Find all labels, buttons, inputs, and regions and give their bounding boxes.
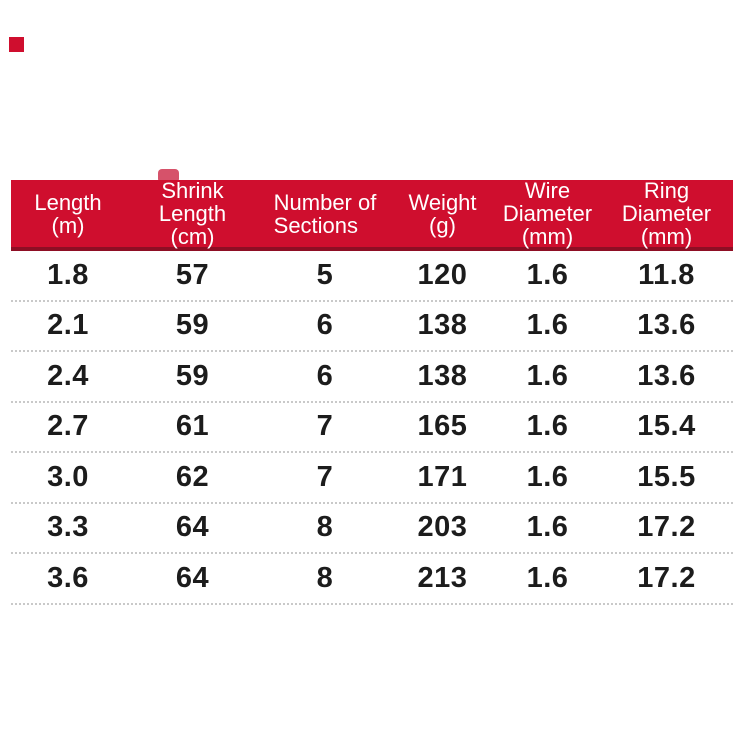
table-cell-shrink-length: 61 xyxy=(175,410,210,443)
table-cell-shrink-length: 62 xyxy=(175,460,210,493)
header-notch-artifact xyxy=(158,169,179,183)
column-header-weight: Weight (g) xyxy=(408,189,477,238)
table-cell-wire-diameter: 1.6 xyxy=(526,258,569,291)
table-cell-shrink-length: 57 xyxy=(175,258,210,291)
table-cell-length: 2.7 xyxy=(47,410,89,443)
table-cell-length: 2.1 xyxy=(47,309,89,342)
table-cell-ring-diameter: 17.2 xyxy=(637,511,696,544)
table-row: 3.6 64 8 213 1.6 17.2 xyxy=(11,554,733,605)
column-header-ring-diameter: Ring Diameter (mm) xyxy=(621,178,712,249)
table-cell-sections: 5 xyxy=(316,258,334,291)
table-cell-sections: 7 xyxy=(316,410,334,443)
table-cell-ring-diameter: 11.8 xyxy=(638,258,695,291)
table-cell-wire-diameter: 1.6 xyxy=(526,460,569,493)
column-header-length: Length (m) xyxy=(34,189,102,238)
table-cell-weight: 171 xyxy=(417,460,468,493)
table-cell-wire-diameter: 1.6 xyxy=(526,309,569,342)
table-cell-weight: 138 xyxy=(417,359,468,392)
table-cell-ring-diameter: 13.6 xyxy=(637,309,696,342)
table-cell-length: 3.6 xyxy=(47,561,89,594)
table-cell-sections: 7 xyxy=(316,460,334,493)
table-cell-wire-diameter: 1.6 xyxy=(526,561,569,594)
table-row: 2.1 59 6 138 1.6 13.6 xyxy=(11,302,733,352)
table-row: 3.0 62 7 171 1.6 15.5 xyxy=(11,453,733,504)
table-cell-length: 3.3 xyxy=(47,511,89,544)
table-body: 1.8 57 5 120 1.6 11.8 2.1 59 6 138 1.6 13.6 2.4 59 6 13… xyxy=(11,251,733,605)
table-cell-shrink-length: 59 xyxy=(175,359,210,392)
table-header-row: Length (m) Shrink Length (cm) Number of Sectio… xyxy=(11,178,733,251)
table-cell-ring-diameter: 17.2 xyxy=(637,561,696,594)
table-cell-length: 1.8 xyxy=(47,258,89,291)
table-cell-shrink-length: 64 xyxy=(175,511,210,544)
table-cell-weight: 165 xyxy=(417,410,468,443)
table-cell-sections: 6 xyxy=(316,309,334,342)
table-cell-sections: 8 xyxy=(316,561,334,594)
table-row: 2.4 59 6 138 1.6 13.6 xyxy=(11,352,733,403)
table-cell-ring-diameter: 15.5 xyxy=(637,460,696,493)
red-square-mark xyxy=(9,37,24,52)
table-cell-weight: 138 xyxy=(417,309,468,342)
table-cell-ring-diameter: 15.4 xyxy=(637,410,696,443)
table-row: 3.3 64 8 203 1.6 17.2 xyxy=(11,504,733,554)
column-header-wire-diameter: Wire Diameter (mm) xyxy=(502,178,593,249)
table-row: 1.8 57 5 120 1.6 11.8 xyxy=(11,251,733,302)
table-row: 2.7 61 7 165 1.6 15.4 xyxy=(11,403,733,453)
table-cell-length: 3.0 xyxy=(47,460,89,493)
table-cell-sections: 8 xyxy=(316,511,334,544)
column-header-shrink-length: Shrink Length (cm) xyxy=(158,178,227,249)
table-cell-wire-diameter: 1.6 xyxy=(526,511,569,544)
table-cell-wire-diameter: 1.6 xyxy=(526,410,569,443)
table-cell-weight: 120 xyxy=(417,258,468,291)
column-header-sections: Number of Sections xyxy=(273,189,377,238)
table-cell-sections: 6 xyxy=(316,359,334,392)
product-spec-table: Length (m) Shrink Length (cm) Number of Sectio… xyxy=(11,169,733,605)
table-cell-ring-diameter: 13.6 xyxy=(637,359,696,392)
table-cell-weight: 203 xyxy=(417,511,468,544)
table-cell-length: 2.4 xyxy=(47,359,89,392)
table-cell-weight: 213 xyxy=(417,561,468,594)
table-cell-shrink-length: 64 xyxy=(175,561,210,594)
table-cell-wire-diameter: 1.6 xyxy=(526,359,569,392)
table-cell-shrink-length: 59 xyxy=(175,309,210,342)
